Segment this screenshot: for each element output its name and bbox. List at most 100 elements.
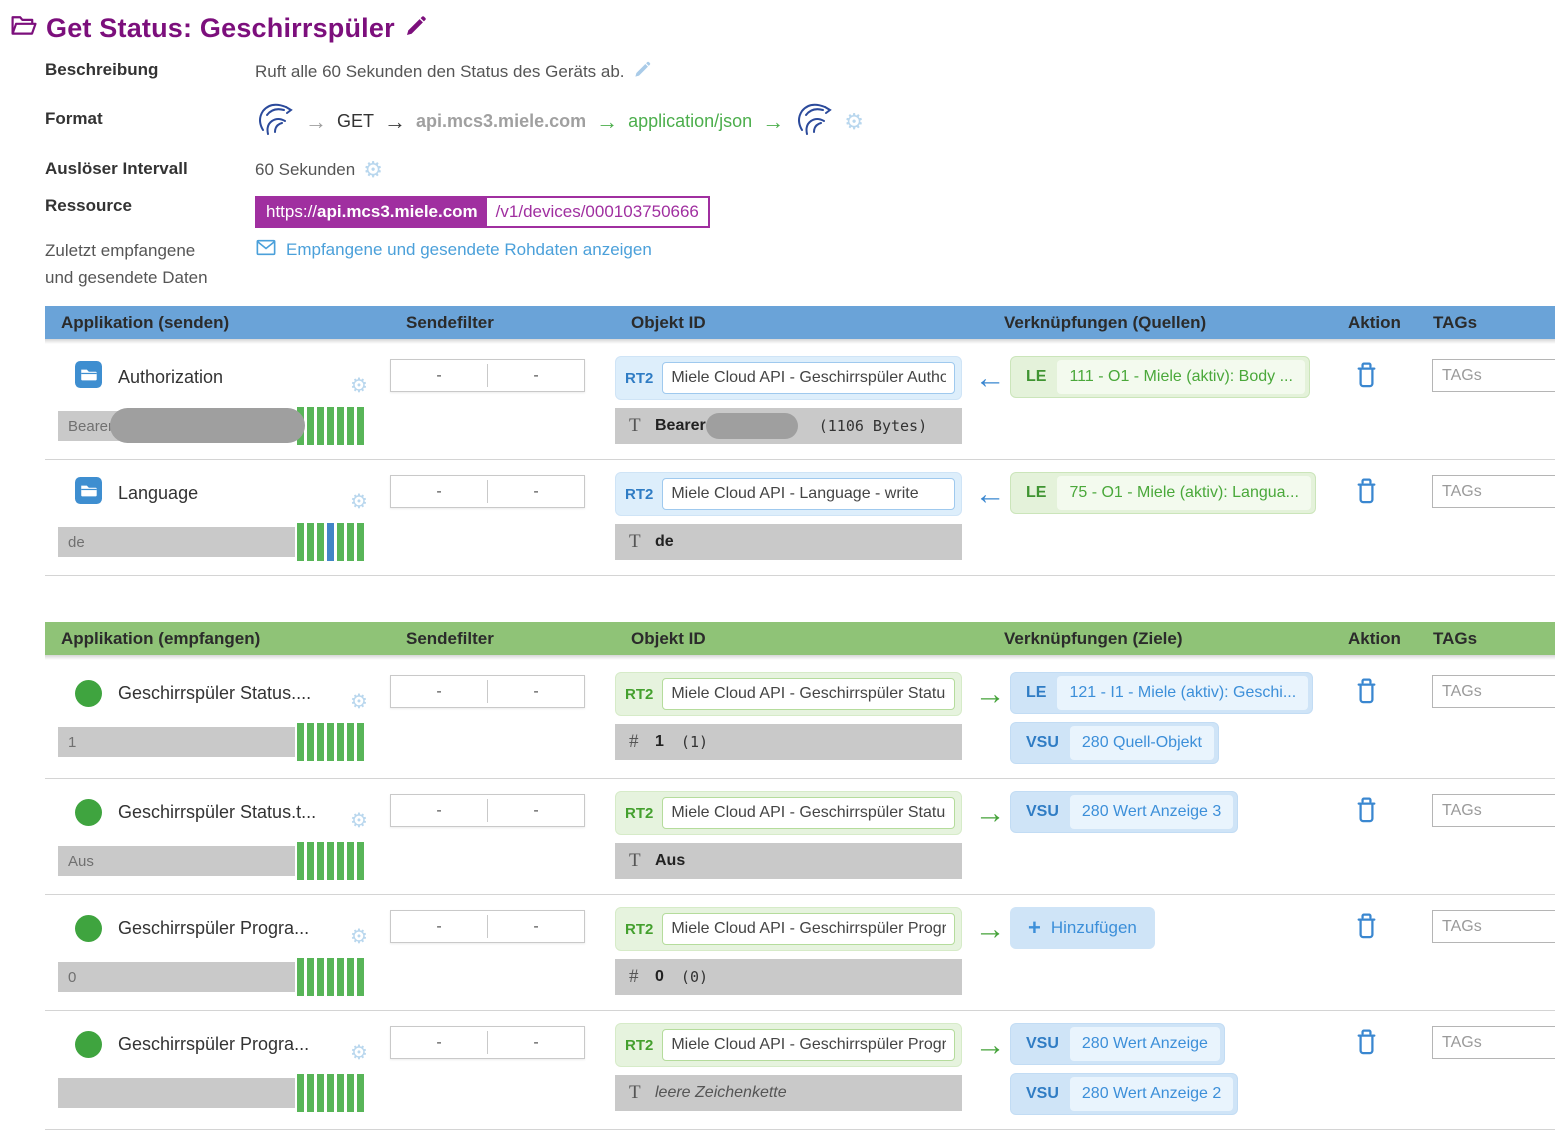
- link-badge[interactable]: LE 121 - I1 - Miele (aktiv): Geschi...: [1010, 672, 1314, 715]
- interval-label: Auslöser Intervall: [45, 159, 188, 178]
- format-label: Format: [45, 109, 103, 128]
- link-badge[interactable]: VSU 280 Wert Anzeige 3: [1010, 791, 1239, 834]
- tags-input[interactable]: [1432, 475, 1555, 509]
- app-value-bar: de: [58, 527, 295, 558]
- column-header-tags: TAGs: [1433, 312, 1478, 332]
- link-badge[interactable]: VSU 280 Quell-Objekt: [1010, 722, 1219, 765]
- delete-trash-icon[interactable]: [1354, 478, 1379, 509]
- link-target-text: 280 Wert Anzeige 2: [1069, 1077, 1234, 1112]
- objekt-id-input[interactable]: [662, 478, 955, 511]
- delete-trash-icon[interactable]: [1354, 913, 1379, 944]
- app-name: Geschirrspüler Status....: [118, 682, 312, 703]
- objekt-id-input[interactable]: [662, 362, 955, 395]
- objekt-id-group: RT2: [615, 791, 962, 836]
- tags-input[interactable]: [1432, 675, 1555, 709]
- delete-trash-icon[interactable]: [1354, 678, 1379, 709]
- tags-cell: [1427, 907, 1555, 996]
- description-row: Beschreibung Ruft alle 60 Sekunden den S…: [45, 60, 1555, 84]
- activity-stripe: [317, 723, 324, 762]
- status-circle-icon: [75, 914, 102, 942]
- sendefilter-max[interactable]: -: [533, 482, 539, 500]
- delete-trash-icon[interactable]: [1354, 1029, 1379, 1060]
- sendefilter-min[interactable]: -: [436, 1033, 442, 1051]
- sendefilter-min[interactable]: -: [436, 917, 442, 935]
- page-header: Get Status: Geschirrspüler: [0, 0, 1555, 46]
- send-table: Applikation (senden) Sendefilter Objekt ID…: [45, 306, 1555, 577]
- app-name: Geschirrspüler Status.t...: [118, 801, 317, 822]
- delete-trash-icon[interactable]: [1354, 797, 1379, 828]
- app-settings-gear-icon[interactable]: ⚙: [350, 691, 368, 714]
- raw-value: 1: [655, 733, 664, 751]
- objekt-id-input[interactable]: [662, 678, 955, 711]
- aktion-cell: [1340, 1023, 1427, 1115]
- tags-input[interactable]: [1432, 910, 1555, 944]
- status-circle-icon: [75, 679, 102, 707]
- format-settings-gear-icon[interactable]: ⚙: [844, 108, 864, 134]
- tags-cell: [1427, 791, 1555, 880]
- resource-url-control[interactable]: https://api.mcs3.miele.com /v1/devices/0…: [255, 196, 710, 228]
- tags-input[interactable]: [1432, 359, 1555, 393]
- activity-stripe: [317, 1074, 324, 1113]
- activity-stripe: [307, 1074, 314, 1113]
- app-settings-gear-icon[interactable]: ⚙: [350, 491, 368, 514]
- activity-stripes: [297, 723, 367, 762]
- sendefilter-min[interactable]: -: [436, 482, 442, 500]
- delete-trash-icon[interactable]: [1354, 362, 1379, 393]
- link-badge[interactable]: VSU 280 Wert Anzeige: [1010, 1023, 1225, 1066]
- column-header-aktion: Aktion: [1348, 312, 1401, 332]
- edit-description-pencil-icon[interactable]: [633, 60, 652, 84]
- tags-input[interactable]: [1432, 1026, 1555, 1060]
- activity-stripe: [357, 723, 364, 762]
- app-settings-gear-icon[interactable]: ⚙: [350, 926, 368, 949]
- sendefilter-min[interactable]: -: [436, 801, 442, 819]
- resource-host-segment: https://api.mcs3.miele.com: [257, 198, 487, 226]
- table-row: Geschirrspüler Progra...⚙0--RT2#0 (0)→+H…: [45, 895, 1555, 1012]
- tags-cell: [1427, 1023, 1555, 1115]
- table-header-receive: Applikation (empfangen) Sendefilter Objekt…: [45, 622, 1555, 661]
- link-badge[interactable]: VSU 280 Wert Anzeige 2: [1010, 1073, 1239, 1116]
- verknuepfungen-cell: → LE 121 - I1 - Miele (aktiv): Geschi... VS…: [970, 672, 1340, 765]
- text-type-icon: T: [629, 850, 641, 872]
- sendefilter-max[interactable]: -: [533, 1033, 539, 1051]
- activity-stripe: [337, 407, 344, 446]
- sendefilter-max[interactable]: -: [533, 917, 539, 935]
- column-header-application: Applikation (senden): [61, 312, 230, 332]
- link-badge[interactable]: LE 75 - O1 - Miele (aktiv): Langua...: [1010, 472, 1316, 515]
- sendefilter-max[interactable]: -: [533, 366, 539, 384]
- link-target-text: 280 Wert Anzeige: [1069, 1027, 1220, 1062]
- tags-input[interactable]: [1432, 794, 1555, 828]
- objekt-id-input[interactable]: [662, 797, 955, 830]
- link-type-label: LE: [1026, 484, 1047, 502]
- raw-value-suffix: (1): [671, 733, 709, 752]
- app-settings-gear-icon[interactable]: ⚙: [350, 1042, 368, 1065]
- app-cell: Authorization ⚙ Bearer: [45, 356, 390, 446]
- status-circle-icon: [75, 1030, 102, 1058]
- link-badge[interactable]: LE 111 - O1 - Miele (aktiv): Body ...: [1010, 356, 1310, 399]
- activity-stripe: [337, 958, 344, 997]
- add-link-button[interactable]: + Hinzufügen: [1010, 907, 1155, 950]
- app-settings-gear-icon[interactable]: ⚙: [350, 375, 368, 398]
- sendefilter-min[interactable]: -: [436, 682, 442, 700]
- activity-stripe: [347, 723, 354, 762]
- objekt-id-input[interactable]: [662, 913, 955, 946]
- redacted-value-blob: [705, 413, 798, 440]
- edit-title-pencil-icon[interactable]: [404, 14, 428, 43]
- sendefilter-min[interactable]: -: [436, 366, 442, 384]
- number-type-icon: #: [629, 731, 639, 753]
- activity-stripe: [347, 407, 354, 446]
- objekt-id-group: RT2: [615, 472, 962, 517]
- table-row: Geschirrspüler Progra...⚙--RT2Tleere Zei…: [45, 1011, 1555, 1130]
- objekt-id-input[interactable]: [662, 1029, 955, 1062]
- interval-settings-gear-icon[interactable]: ⚙: [363, 157, 383, 182]
- app-settings-gear-icon[interactable]: ⚙: [350, 810, 368, 833]
- raw-value-bar: T Aus: [615, 843, 962, 880]
- show-rawdata-link[interactable]: Empfangene und gesendete Rohdaten anzeig…: [255, 237, 652, 262]
- resource-path-segment[interactable]: /v1/devices/000103750666: [486, 198, 708, 226]
- activity-stripe: [297, 723, 304, 762]
- sendefilter-max[interactable]: -: [533, 801, 539, 819]
- link-type-label: VSU: [1026, 1085, 1059, 1103]
- sendefilter-max[interactable]: -: [533, 682, 539, 700]
- activity-stripe: [307, 407, 314, 446]
- raw-value-suffix: (1106 Bytes): [809, 417, 928, 436]
- raw-value: de: [655, 533, 674, 551]
